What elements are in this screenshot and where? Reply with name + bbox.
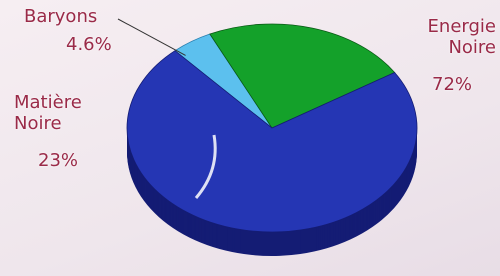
category-label: Energie Noire	[396, 16, 496, 58]
value-label: 23%	[38, 150, 78, 171]
category-label: Matière Noire	[14, 92, 104, 134]
leader-line	[118, 19, 186, 55]
value-label: 72%	[432, 74, 472, 95]
category-label: Baryons	[24, 6, 97, 27]
page: Baryons 4.6% Matière Noire 23% Energie N…	[0, 0, 500, 276]
value-label: 4.6%	[66, 34, 112, 55]
